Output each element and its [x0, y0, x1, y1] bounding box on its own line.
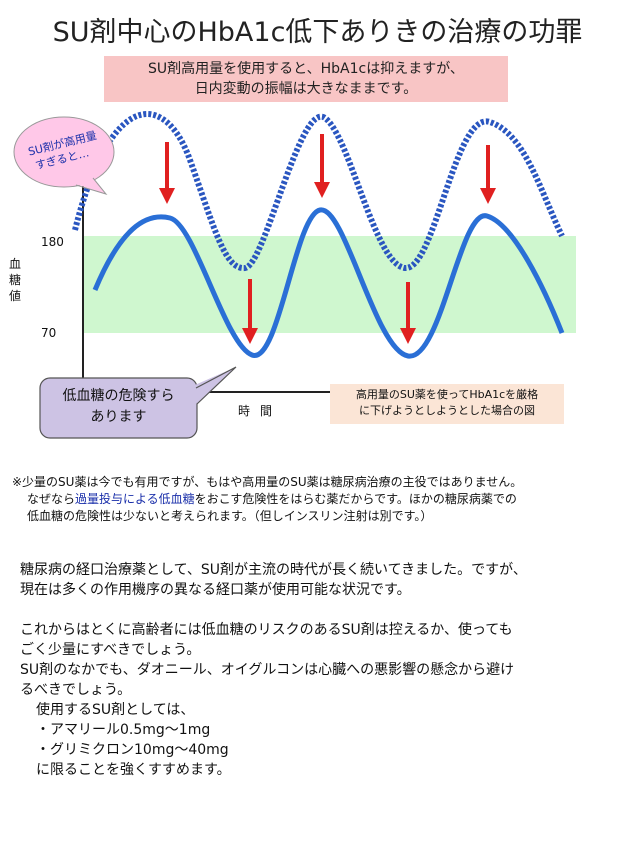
caption-line: に下げようとしようとした場合の図: [359, 404, 535, 417]
warning-line: あります: [90, 409, 147, 425]
body-line: 現在は多くの作用機序の異なる経口薬が使用可能な状況です。: [20, 582, 411, 598]
banner-line: SU剤高用量を使用すると、HbA1cは抑えますが、: [148, 61, 464, 77]
y-axis-label: 血糖値: [8, 257, 21, 303]
footnote: ※少量のSU薬は今でも有用ですが、もはや高用量のSU薬は糖尿病治療の主役ではあり…: [12, 474, 627, 525]
highlight-text: 過量投与による低血糖: [75, 492, 195, 506]
figure-caption: 高用量のSU薬を使ってHbA1cを厳格 に下げようとしようとした場合の図: [330, 384, 564, 424]
body-line: SU剤のなかでも、ダオニール、オイグルコンは心臓への悪影響の懸念から避け: [20, 662, 515, 678]
warning-callout: [39, 366, 237, 439]
body-line: ごく少量にすべきでしょう。: [20, 642, 201, 658]
footnote-line: なぜなら過量投与による低血糖をおこす危険性をはらむ薬だからです。ほかの糖尿病薬で…: [12, 491, 627, 508]
footnote-line: ※少量のSU薬は今でも有用ですが、もはや高用量のSU薬は糖尿病治療の主役ではあり…: [12, 475, 523, 489]
body-line: 使用するSU剤としては、: [36, 702, 195, 718]
footnote-line: 低血糖の危険性は少ないと考えられます。（但しインスリン注射は別です。）: [27, 509, 433, 523]
x-axis-label: 時間: [238, 404, 283, 418]
body-line: これからはとくに高齢者には低血糖のリスクのあるSU剤は控えるか、使っても: [20, 622, 513, 638]
page-title: SU剤中心のHbA1c低下ありきの治療の功罪: [52, 17, 583, 48]
untreated-glucose-curve: [72, 111, 565, 271]
target-range-band: [84, 236, 576, 333]
footnote-text: なぜなら: [27, 492, 76, 506]
body-line: に限ることを強くすすめます。: [36, 762, 231, 778]
body-line: 糖尿病の経口治療薬として、SU剤が主流の時代が長く続いてきました。ですが、: [20, 562, 527, 578]
body-line: るべきでしょう。: [20, 682, 132, 698]
glucose-curve: [92, 207, 565, 359]
body-line: ・アマリール0.5mg～1mg: [36, 722, 211, 738]
hypoglycemia-warning: 低血糖の危険すら あります: [40, 378, 197, 438]
banner-line: 日内変動の振幅は大きなままです。: [194, 81, 418, 97]
warning-line: 低血糖の危険すら: [62, 388, 175, 404]
summary-banner: SU剤高用量を使用すると、HbA1cは抑えますが、 日内変動の振幅は大きなままで…: [104, 56, 508, 102]
caption-line: 高用量のSU薬を使ってHbA1cを厳格: [355, 388, 539, 401]
y-tick-70: 70: [41, 326, 57, 340]
speech-bubble: SU剤が高用量 すぎると…: [13, 116, 115, 195]
body-text: 糖尿病の経口治療薬として、SU剤が主流の時代が長く続いてきました。ですが、 現在…: [20, 560, 620, 780]
body-line: ・グリミクロン10mg～40mg: [36, 742, 229, 758]
footnote-text: をおこす危険性をはらむ薬だからです。ほかの糖尿病薬での: [194, 492, 517, 506]
y-tick-180: 180: [41, 235, 64, 249]
